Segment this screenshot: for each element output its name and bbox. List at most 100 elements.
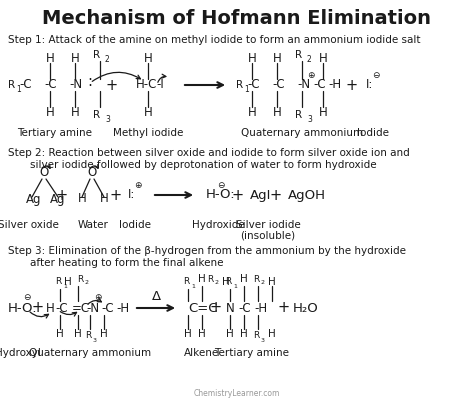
Text: H: H	[144, 51, 152, 65]
Text: C=C: C=C	[188, 302, 218, 314]
Text: Iodide: Iodide	[119, 220, 151, 230]
Text: R: R	[225, 277, 231, 286]
Text: :: :	[87, 75, 92, 89]
Text: AgI: AgI	[250, 188, 272, 201]
Text: H: H	[247, 51, 256, 65]
Text: H: H	[144, 105, 152, 119]
Text: =C: =C	[72, 302, 90, 314]
Text: R: R	[85, 332, 91, 340]
Text: H: H	[46, 302, 55, 314]
Text: Silver iodide: Silver iodide	[236, 220, 301, 230]
Text: silver iodide followed by deprotonation of water to form hydroxide: silver iodide followed by deprotonation …	[30, 160, 377, 170]
Text: 2: 2	[105, 55, 110, 63]
Text: O: O	[87, 166, 97, 178]
Text: H: H	[64, 277, 72, 287]
Text: -C: -C	[44, 79, 56, 91]
Text: R: R	[77, 275, 83, 284]
Text: Quaternary ammonium: Quaternary ammonium	[29, 348, 151, 358]
Text: ⊕: ⊕	[307, 71, 315, 79]
Text: AgOH: AgOH	[288, 188, 326, 201]
Text: 2: 2	[261, 281, 265, 286]
Text: +: +	[32, 300, 44, 316]
Text: H-C: H-C	[136, 79, 157, 91]
Text: 3: 3	[93, 338, 97, 342]
Text: H: H	[184, 329, 192, 339]
Text: Methyl iodide: Methyl iodide	[113, 128, 183, 138]
Text: 1: 1	[233, 284, 237, 288]
Text: -C: -C	[19, 79, 32, 91]
Text: +: +	[346, 77, 358, 93]
Text: H: H	[71, 51, 79, 65]
Text: 3: 3	[261, 338, 265, 342]
Text: H: H	[226, 329, 234, 339]
Text: R: R	[253, 332, 259, 340]
Text: +: +	[106, 77, 118, 93]
Text: H: H	[198, 274, 206, 284]
Text: H: H	[100, 329, 108, 339]
Text: ⊖: ⊖	[217, 180, 225, 190]
Text: I:: I:	[128, 188, 136, 201]
Text: H-O:: H-O:	[8, 302, 37, 314]
Text: R: R	[295, 50, 302, 60]
Text: Ag: Ag	[26, 192, 42, 205]
Text: Tertiary amine: Tertiary amine	[215, 348, 290, 358]
Text: +: +	[270, 188, 282, 203]
Text: ⊕: ⊕	[94, 294, 102, 302]
Text: R: R	[183, 277, 189, 286]
Text: I:: I:	[366, 79, 374, 91]
Text: ⊖: ⊖	[23, 294, 31, 302]
Text: -C: -C	[55, 302, 68, 314]
Text: +: +	[210, 300, 222, 316]
Text: H: H	[78, 192, 87, 205]
Text: 3: 3	[105, 115, 110, 124]
Text: R: R	[295, 110, 302, 120]
Text: ⊖: ⊖	[372, 71, 380, 79]
Text: R: R	[8, 80, 15, 90]
Text: H₂O: H₂O	[293, 302, 319, 314]
Text: H: H	[273, 51, 282, 65]
Text: H: H	[46, 51, 55, 65]
Text: H-O:: H-O:	[206, 188, 236, 201]
Text: Quaternary ammonium: Quaternary ammonium	[241, 128, 363, 138]
Text: R: R	[93, 50, 100, 60]
Text: -I: -I	[156, 79, 164, 91]
Text: Δ: Δ	[151, 290, 161, 302]
Text: H: H	[268, 329, 276, 339]
Text: O: O	[39, 166, 49, 178]
Text: +: +	[232, 188, 244, 203]
Text: -H: -H	[254, 302, 267, 314]
Text: R: R	[55, 277, 61, 286]
Text: -C: -C	[101, 302, 114, 314]
Text: -N: -N	[297, 79, 310, 91]
Text: Silver oxide: Silver oxide	[0, 220, 58, 230]
Text: 1: 1	[244, 85, 249, 93]
Text: +: +	[110, 188, 122, 203]
Text: H: H	[240, 274, 248, 284]
Text: R: R	[253, 275, 259, 284]
Text: R: R	[207, 275, 213, 284]
Text: Ag: Ag	[50, 192, 65, 205]
Text: H: H	[56, 329, 64, 339]
Text: 1: 1	[16, 85, 21, 93]
Text: -C: -C	[313, 79, 326, 91]
Text: -C: -C	[238, 302, 251, 314]
Text: Mechanism of Hofmann Elimination: Mechanism of Hofmann Elimination	[43, 8, 431, 28]
Text: ⊕: ⊕	[134, 180, 142, 190]
Text: H: H	[74, 329, 82, 339]
Text: H: H	[198, 329, 206, 339]
Text: +: +	[56, 188, 68, 203]
Text: H: H	[319, 51, 328, 65]
Text: +: +	[278, 300, 290, 316]
Text: 1: 1	[63, 284, 67, 288]
Text: -N: -N	[86, 302, 99, 314]
Text: Hydroxyl: Hydroxyl	[0, 348, 41, 358]
Text: N: N	[226, 302, 235, 314]
Text: Step 3: Elimination of the β-hydrogen from the ammonium by the hydroxide: Step 3: Elimination of the β-hydrogen fr…	[8, 246, 406, 256]
Text: H: H	[71, 105, 79, 119]
Text: 2: 2	[215, 281, 219, 286]
Text: H: H	[319, 105, 328, 119]
Text: after heating to form the final alkene: after heating to form the final alkene	[30, 258, 224, 268]
Text: -C: -C	[247, 79, 260, 91]
Text: 1: 1	[191, 284, 195, 288]
Text: H: H	[240, 329, 248, 339]
